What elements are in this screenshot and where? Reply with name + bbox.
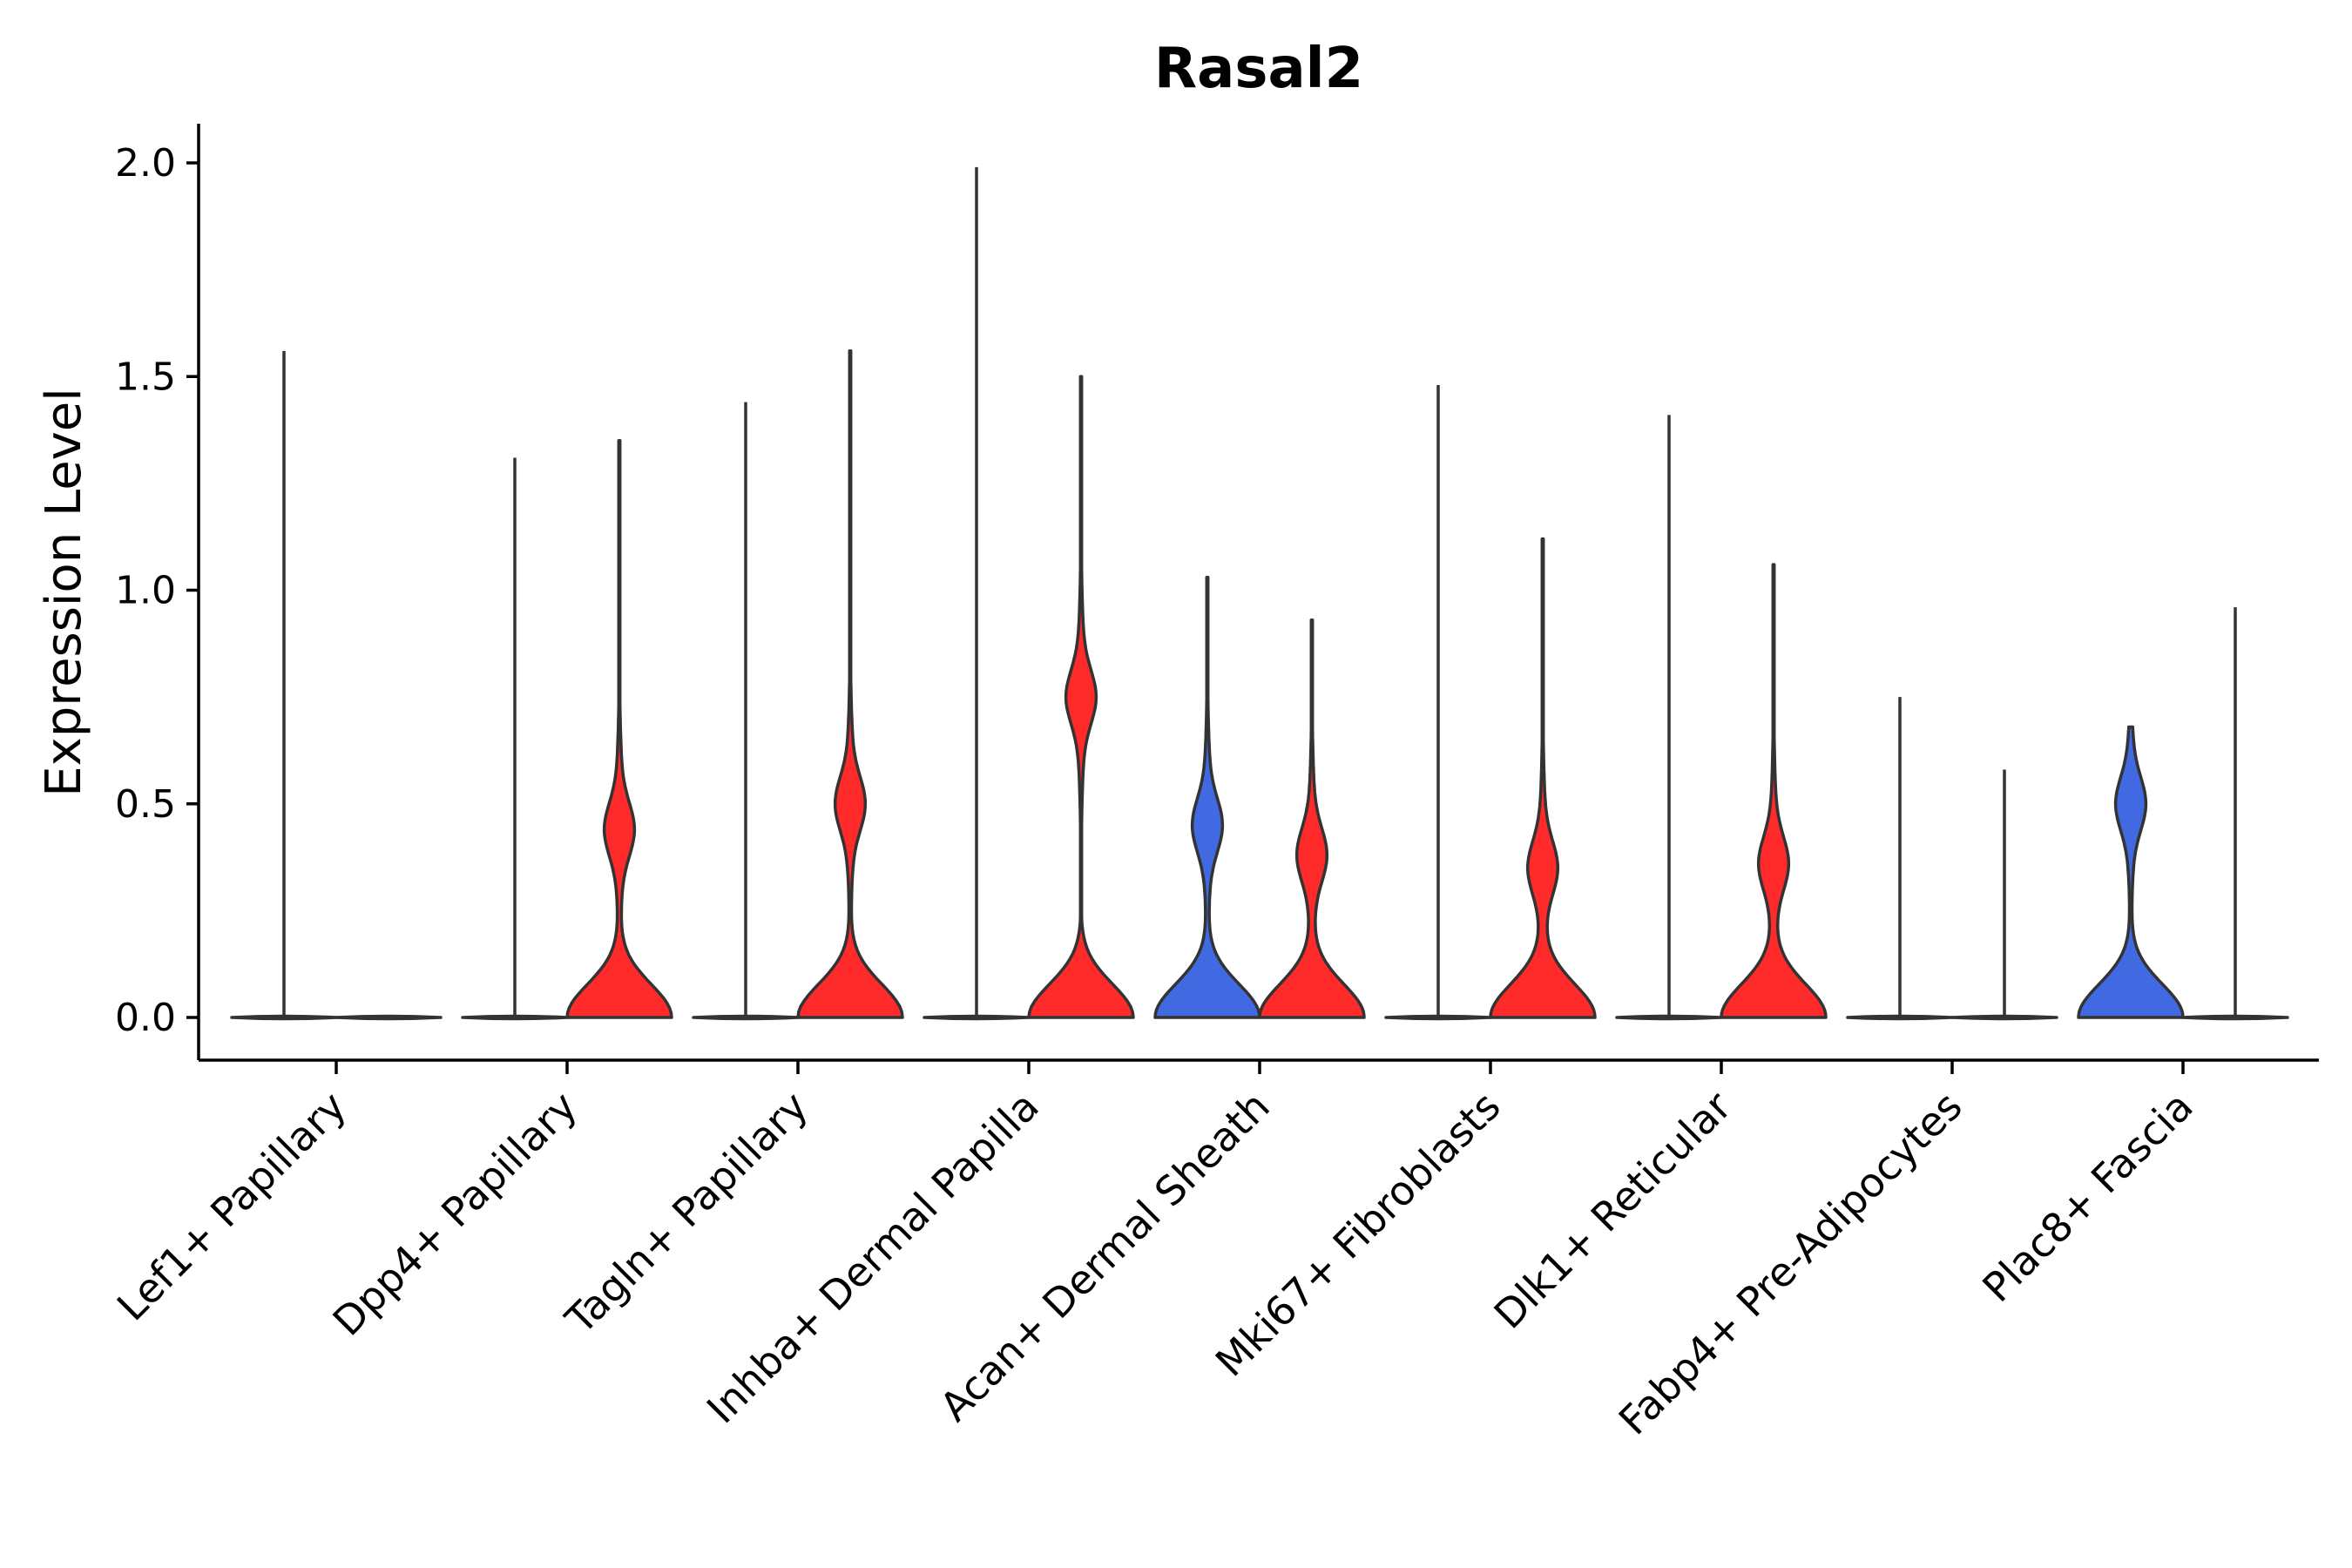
violin-group_a-2 [692, 402, 800, 1021]
violin-group_b-6 [1720, 563, 1828, 1019]
violin-body [796, 349, 904, 1019]
violin-group_a-7 [1846, 697, 1954, 1021]
violin-sliver [2181, 1014, 2289, 1021]
y-tick-label: 0.0 [115, 996, 176, 1040]
violin-group_b-2 [796, 349, 904, 1019]
violin-group_b-8 [2181, 607, 2289, 1021]
violin-group_a-5 [1384, 385, 1492, 1021]
x-tick-label: Plac8+ Fascia [1973, 1083, 2201, 1311]
y-tick-label: 0.5 [115, 782, 176, 827]
violin-sliver [1615, 1014, 1723, 1021]
violin-group_a-4 [1153, 576, 1261, 1019]
violin-body [1027, 375, 1135, 1019]
violin-group_b-5 [1489, 537, 1597, 1019]
violin-group_a-6 [1615, 415, 1723, 1021]
y-tick-label: 2.0 [115, 141, 176, 186]
violin-sliver [1384, 1014, 1492, 1021]
violin-sliver [1950, 1014, 2058, 1021]
y-axis-label: Expression Level [36, 388, 92, 797]
violin-group_b-4 [1258, 618, 1366, 1019]
x-tick-label: Dpp4+ Papillary [324, 1083, 586, 1345]
violin-sliver [923, 1014, 1031, 1021]
violin-sliver [335, 1014, 443, 1021]
x-tick-label: Lef1+ Papillary [108, 1083, 355, 1330]
violin-group_a-1 [461, 457, 569, 1021]
violin-body [1258, 618, 1366, 1019]
violin-group_a-3 [923, 166, 1031, 1021]
violin-body [1153, 576, 1261, 1019]
violin-body [565, 439, 673, 1019]
x-tick-label: Dlk1+ Reticular [1485, 1083, 1740, 1338]
y-tick-label: 1.0 [115, 569, 176, 613]
chart-title: Rasal2 [1154, 37, 1363, 101]
violin-sliver [230, 1014, 338, 1021]
violin-sliver [461, 1014, 569, 1021]
y-tick-label: 1.5 [115, 355, 176, 399]
violin-body [2077, 725, 2185, 1019]
violin-group_a-8 [2077, 725, 2185, 1019]
violin-group_a-0 [230, 350, 338, 1021]
violin-sliver [692, 1014, 800, 1021]
violin-body [1489, 537, 1597, 1019]
violin-group_b-7 [1950, 769, 2058, 1021]
violin-group_b-0 [335, 1014, 443, 1021]
violin-group_b-1 [565, 439, 673, 1019]
violins-layer [230, 166, 2289, 1021]
violin-sliver [1846, 1014, 1954, 1021]
violin-body [1720, 563, 1828, 1019]
x-tick-label: Tagln+ Papillary [556, 1083, 817, 1344]
violin-group_b-3 [1027, 375, 1135, 1019]
